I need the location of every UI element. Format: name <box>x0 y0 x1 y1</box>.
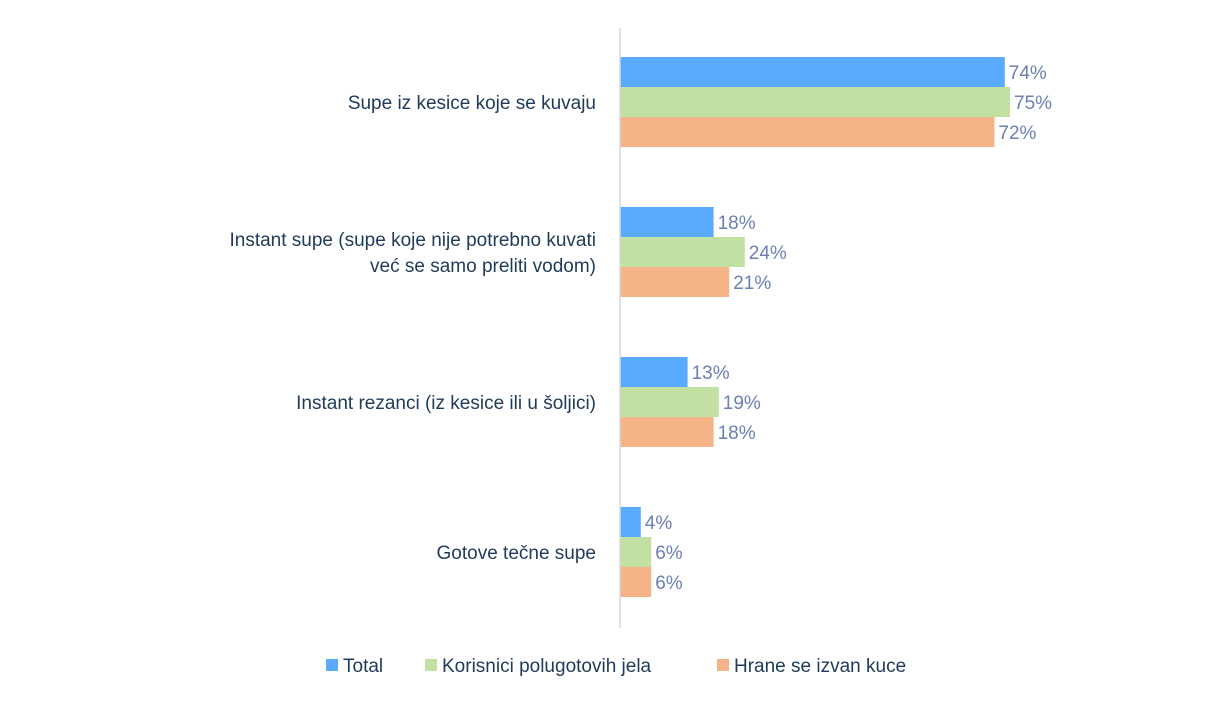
legend: Total Korisnici polugotovih jela Hrane se … <box>326 656 906 677</box>
value-label-2-4: 6% <box>655 543 683 564</box>
category-label-2-line-1: Instant supe (supe koje nije potrebno ku… <box>229 230 596 251</box>
legend-swatch-2 <box>425 659 437 671</box>
category-label-4: Gotove tečne supe <box>437 543 597 564</box>
value-label-2-2: 24% <box>749 243 787 264</box>
value-label-1-4: 4% <box>645 513 673 534</box>
value-label-1-3: 13% <box>692 363 730 384</box>
value-label-3-2: 21% <box>733 273 771 294</box>
value-label-3-3: 18% <box>718 423 756 444</box>
bar-1-2 <box>620 207 714 237</box>
legend-label-2: Korisnici polugotovih jela <box>442 656 652 677</box>
category-label-1: Supe iz kesice koje se kuvaju <box>348 93 596 114</box>
bar-2-4 <box>620 537 652 567</box>
category-label-3: Instant rezanci (iz kesice ili u šoljici… <box>296 393 596 414</box>
bar-1-1 <box>620 57 1005 87</box>
bar-2-3 <box>620 387 719 417</box>
value-labels: 74% 75% 72% 18% 24% 21% 13% 19% 18% 4% 6% 6% <box>645 63 1052 594</box>
bar-2-1 <box>620 87 1010 117</box>
legend-swatch-3 <box>717 659 729 671</box>
bar-3-2 <box>620 267 730 297</box>
bar-2-2 <box>620 237 745 267</box>
bar-1-3 <box>620 357 688 387</box>
bar-3-3 <box>620 417 714 447</box>
legend-swatch-1 <box>326 659 338 671</box>
value-label-2-1: 75% <box>1014 93 1052 114</box>
bars-group <box>620 57 1010 597</box>
value-label-3-1: 72% <box>998 123 1036 144</box>
category-labels: Supe iz kesice koje se kuvaju Instant sup… <box>229 93 596 564</box>
value-label-1-2: 18% <box>718 213 756 234</box>
legend-label-1: Total <box>343 656 383 677</box>
bar-3-4 <box>620 567 652 597</box>
bar-1-4 <box>620 507 641 537</box>
value-label-2-3: 19% <box>723 393 761 414</box>
legend-label-3: Hrane se izvan kuce <box>734 656 906 677</box>
value-label-1-1: 74% <box>1009 63 1047 84</box>
value-label-3-4: 6% <box>655 573 683 594</box>
bar-3-1 <box>620 117 995 147</box>
category-label-2-line-2: već se samo preliti vodom) <box>370 256 596 277</box>
